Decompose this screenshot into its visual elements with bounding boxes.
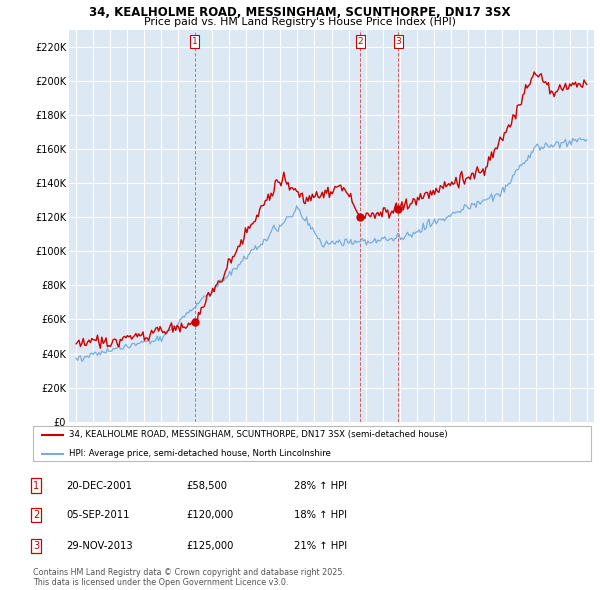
Text: 34, KEALHOLME ROAD, MESSINGHAM, SCUNTHORPE, DN17 3SX (semi-detached house): 34, KEALHOLME ROAD, MESSINGHAM, SCUNTHOR…	[69, 430, 448, 440]
Text: 2: 2	[33, 510, 39, 520]
Text: £58,500: £58,500	[186, 481, 227, 490]
Text: Price paid vs. HM Land Registry's House Price Index (HPI): Price paid vs. HM Land Registry's House …	[144, 17, 456, 27]
Text: 05-SEP-2011: 05-SEP-2011	[66, 510, 130, 520]
Text: 3: 3	[33, 541, 39, 550]
Text: 2: 2	[357, 37, 363, 46]
Text: 3: 3	[395, 37, 401, 46]
Text: 20-DEC-2001: 20-DEC-2001	[66, 481, 132, 490]
Text: HPI: Average price, semi-detached house, North Lincolnshire: HPI: Average price, semi-detached house,…	[69, 449, 331, 458]
Text: 29-NOV-2013: 29-NOV-2013	[66, 541, 133, 550]
Text: £120,000: £120,000	[186, 510, 233, 520]
Text: 1: 1	[33, 481, 39, 490]
Text: Contains HM Land Registry data © Crown copyright and database right 2025.
This d: Contains HM Land Registry data © Crown c…	[33, 568, 345, 587]
Text: 34, KEALHOLME ROAD, MESSINGHAM, SCUNTHORPE, DN17 3SX: 34, KEALHOLME ROAD, MESSINGHAM, SCUNTHOR…	[89, 6, 511, 19]
Text: 28% ↑ HPI: 28% ↑ HPI	[294, 481, 347, 490]
Text: 1: 1	[192, 37, 197, 46]
Text: 18% ↑ HPI: 18% ↑ HPI	[294, 510, 347, 520]
Text: £125,000: £125,000	[186, 541, 233, 550]
Text: 21% ↑ HPI: 21% ↑ HPI	[294, 541, 347, 550]
